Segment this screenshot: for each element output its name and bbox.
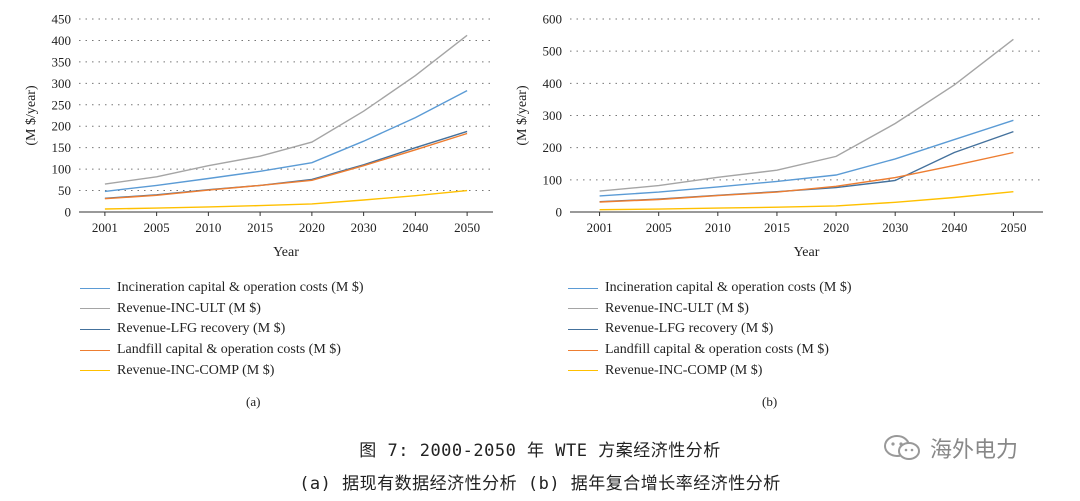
series-line xyxy=(599,151,1014,203)
y-tick-label: 50 xyxy=(58,183,71,198)
wechat-icon xyxy=(884,435,920,460)
x-tick-label: 2040 xyxy=(941,220,967,235)
legend-item: Revenue-INC-COMP (M $) xyxy=(568,360,851,381)
series-line xyxy=(599,191,1014,211)
x-tick-label: 2010 xyxy=(195,220,221,235)
legend-item: Revenue-INC-COMP (M $) xyxy=(80,360,363,381)
y-axis-label: (M $/year) xyxy=(24,85,39,146)
y-tick-label: 0 xyxy=(556,205,563,220)
y-axis-label: (M $/year) xyxy=(515,85,530,146)
figure-subcaption: (a) 据现有数据经济性分析 (b) 据年复合增长率经济性分析 xyxy=(299,474,781,494)
x-tick-label: 2015 xyxy=(247,220,273,235)
x-tick-label: 2050 xyxy=(1000,220,1026,235)
x-tick-label: 2020 xyxy=(299,220,325,235)
y-tick-label: 350 xyxy=(52,54,72,69)
legend-item: Revenue-LFG recovery (M $) xyxy=(80,319,363,340)
subfigure-label-b: (b) xyxy=(762,394,778,409)
x-tick-label: 2015 xyxy=(764,220,790,235)
x-tick-label: 2001 xyxy=(587,220,613,235)
y-tick-label: 500 xyxy=(543,44,563,59)
y-tick-label: 600 xyxy=(543,12,563,27)
legend-item: Incineration capital & operation costs (… xyxy=(80,278,363,299)
figure-caption: 图 7: 2000-2050 年 WTE 方案经济性分析 xyxy=(359,441,721,461)
series-line xyxy=(104,89,468,193)
x-tick-label: 2030 xyxy=(351,220,377,235)
y-tick-label: 0 xyxy=(65,205,72,220)
x-tick-label: 2010 xyxy=(705,220,731,235)
y-tick-label: 400 xyxy=(543,76,563,91)
series-line xyxy=(599,119,1014,197)
subfigure-label-a: (a) xyxy=(246,394,261,409)
legend-item: Revenue-LFG recovery (M $) xyxy=(568,319,851,340)
watermark-text: 海外电力 xyxy=(930,438,1019,463)
series-line xyxy=(104,34,468,185)
legend-item: Incineration capital & operation costs (… xyxy=(568,278,851,299)
series-line xyxy=(104,130,468,199)
chart-a: 0 50 100 150 200 250 300 350 400 450 2001 2005 2010 2… xyxy=(24,12,493,260)
x-tick-label: 2030 xyxy=(882,220,908,235)
chart-b: 0 100 200 300 400 500 600 2001 2005 2010 2015 2020 2… xyxy=(515,12,1043,260)
y-tick-label: 100 xyxy=(52,162,72,177)
x-axis-label: Year xyxy=(273,245,299,260)
y-tick-label: 200 xyxy=(543,140,563,155)
series-line xyxy=(104,132,468,200)
legend-item: Landfill capital & operation costs (M $) xyxy=(80,340,363,361)
y-tick-label: 100 xyxy=(543,172,563,187)
y-tick-label: 400 xyxy=(52,33,72,48)
y-tick-label: 300 xyxy=(52,76,72,91)
series-line xyxy=(599,38,1014,192)
legend-item: Revenue-INC-ULT (M $) xyxy=(80,299,363,320)
watermark: 海外电力 xyxy=(882,432,1018,464)
x-tick-label: 2005 xyxy=(646,220,672,235)
y-tick-label: 200 xyxy=(52,119,72,134)
x-axis-label: Year xyxy=(794,245,820,260)
x-tick-label: 2050 xyxy=(454,220,480,235)
legend-b: Incineration capital & operation costs (… xyxy=(568,278,851,381)
legend-a: Incineration capital & operation costs (… xyxy=(80,278,363,381)
legend-item: Revenue-INC-ULT (M $) xyxy=(568,299,851,320)
legend-item: Landfill capital & operation costs (M $) xyxy=(568,340,851,361)
y-tick-label: 150 xyxy=(52,140,72,155)
y-tick-label: 450 xyxy=(52,12,72,27)
y-tick-label: 250 xyxy=(52,97,72,112)
x-tick-label: 2040 xyxy=(402,220,428,235)
x-tick-label: 2020 xyxy=(823,220,849,235)
y-tick-label: 300 xyxy=(543,108,563,123)
x-tick-label: 2005 xyxy=(144,220,170,235)
series-line xyxy=(104,189,468,210)
x-tick-label: 2001 xyxy=(92,220,118,235)
